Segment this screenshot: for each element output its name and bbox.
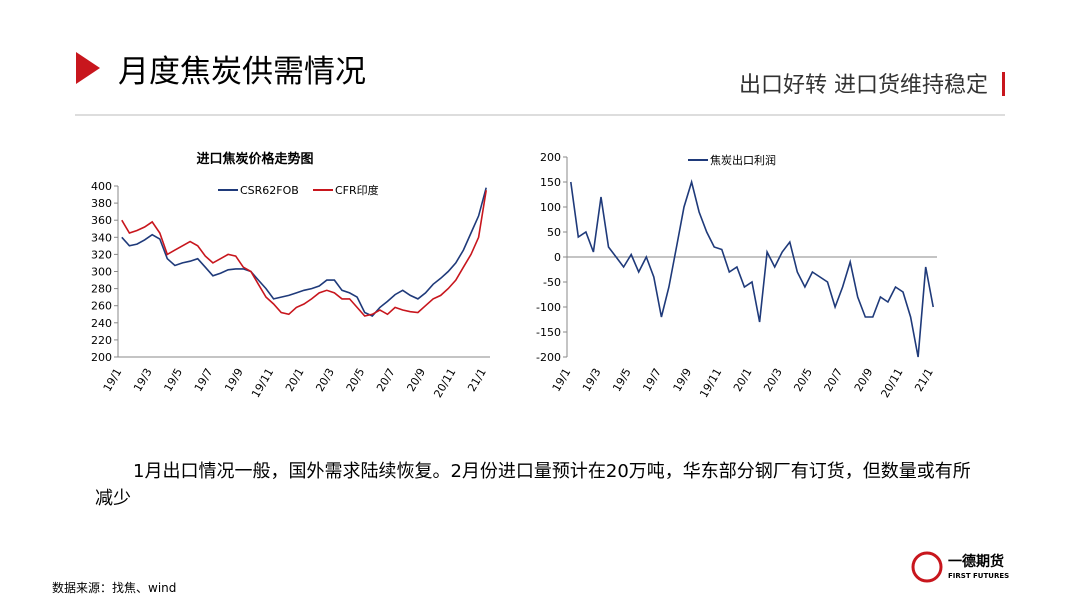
chart-title: 进口焦炭价格走势图 [196, 151, 313, 167]
body-text: 1月出口情况一般，国外需求陆续恢复。2月份进口量预计在20万吨，华东部分钢厂有订… [95, 461, 971, 509]
slide-subtitle: 出口好转 进口货维持稳定 [739, 73, 988, 98]
legend-label: 焦炭出口利润 [710, 153, 776, 167]
source-note: 数据来源：找焦、wind [52, 580, 176, 595]
y-tick-label: 360 [91, 214, 112, 227]
x-tick-label: 20/7 [822, 366, 846, 394]
title-marker [76, 52, 100, 84]
x-tick-label: 19/3 [580, 366, 604, 394]
x-tick-label: 19/1 [101, 366, 125, 394]
y-tick-label: 280 [91, 283, 112, 296]
y-tick-label: 50 [547, 226, 561, 239]
x-tick-label: 19/7 [640, 366, 664, 394]
logo-name: 一德期货 [948, 553, 1004, 570]
x-tick-label: 19/1 [550, 366, 574, 394]
y-tick-label: -150 [536, 326, 561, 339]
y-tick-label: 340 [91, 231, 112, 244]
x-tick-label: 19/11 [697, 366, 724, 400]
x-tick-label: 20/5 [344, 366, 368, 394]
x-tick-label: 20/3 [761, 366, 785, 394]
x-tick-label: 20/1 [283, 366, 307, 394]
x-tick-label: 20/7 [374, 366, 398, 394]
x-tick-label: 20/11 [879, 366, 906, 400]
y-tick-label: -50 [543, 276, 561, 289]
y-tick-label: -200 [536, 351, 561, 364]
x-tick-label: 20/1 [731, 366, 755, 394]
logo-en: FIRST FUTURES [948, 572, 1009, 580]
y-tick-label: 100 [540, 201, 561, 214]
y-tick-label: 260 [91, 300, 112, 313]
x-tick-label: 20/9 [404, 366, 428, 394]
x-tick-label: 19/3 [131, 366, 155, 394]
y-tick-label: -100 [536, 301, 561, 314]
x-tick-label: 21/1 [912, 366, 936, 394]
y-tick-label: 220 [91, 334, 112, 347]
x-tick-label: 20/5 [791, 366, 815, 394]
x-tick-label: 20/11 [431, 366, 458, 400]
y-tick-label: 200 [540, 151, 561, 164]
x-tick-label: 19/7 [192, 366, 216, 394]
slide-title: 月度焦炭供需情况 [118, 54, 366, 90]
logo-icon [911, 551, 943, 583]
y-tick-label: 0 [554, 251, 561, 264]
x-tick-label: 21/1 [465, 366, 489, 394]
series-line [570, 179, 934, 358]
x-tick-label: 19/5 [162, 366, 186, 394]
y-tick-label: 320 [91, 248, 112, 261]
y-tick-label: 200 [91, 351, 112, 364]
subtitle-bar [1002, 72, 1005, 96]
y-tick-label: 240 [91, 317, 112, 330]
x-tick-label: 19/9 [222, 366, 246, 394]
x-tick-label: 19/5 [610, 366, 634, 394]
x-tick-label: 20/3 [313, 366, 337, 394]
x-tick-label: 20/9 [852, 366, 876, 394]
series-line [121, 190, 487, 317]
x-tick-label: 19/9 [671, 366, 695, 394]
y-tick-label: 300 [91, 266, 112, 279]
series-line [121, 187, 487, 317]
x-tick-label: 19/11 [249, 366, 276, 400]
legend-label: CFR印度 [335, 183, 379, 197]
y-tick-label: 380 [91, 197, 112, 210]
y-tick-label: 400 [91, 180, 112, 193]
legend-label: CSR62FOB [240, 184, 299, 197]
y-tick-label: 150 [540, 176, 561, 189]
